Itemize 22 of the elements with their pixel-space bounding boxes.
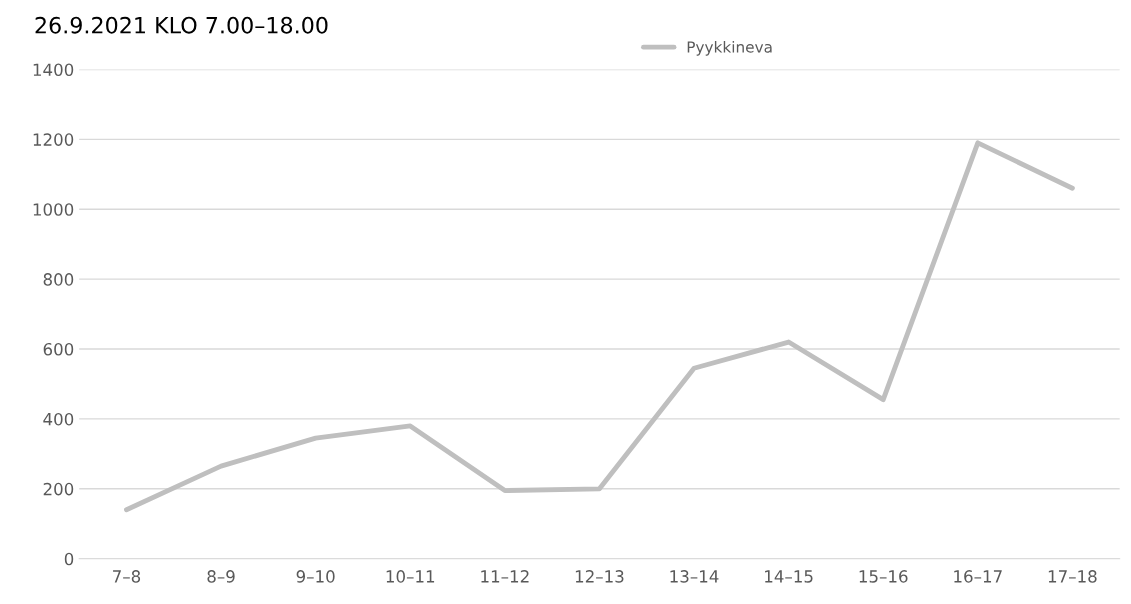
y-tick-label: 400: [43, 412, 74, 426]
x-tick-label: 7–8: [113, 570, 141, 583]
x-tick-label: 14–15: [765, 570, 813, 583]
y-tick-label: 800: [43, 273, 74, 286]
y-tick-label: 0: [64, 552, 74, 566]
x-tick-label: 12–13: [575, 570, 624, 583]
line-series: [124, 140, 1075, 513]
x-tick-label: 10–11: [386, 570, 435, 583]
y-tick-label: 200: [43, 482, 74, 496]
y-tick-label: 1200: [33, 133, 74, 146]
chart-title: 26.9.2021 KLO 7.00–18.00: [35, 16, 328, 34]
x-tick-label: 11–12: [481, 570, 529, 583]
x-tick-label: 15–16: [859, 570, 908, 583]
x-tick-label: 13–14: [670, 570, 719, 583]
x-tick-label: 16–17: [954, 570, 1002, 583]
x-tick-label: 8–9: [207, 570, 235, 583]
x-tick-label: 17–18: [1048, 570, 1097, 583]
y-tick-label: 1000: [33, 203, 74, 216]
x-tick-label: 9–10: [296, 570, 335, 583]
y-tick-label: 1400: [33, 63, 74, 77]
legend-label: Pyykkineva: [687, 40, 772, 56]
y-tick-label: 600: [43, 342, 74, 356]
